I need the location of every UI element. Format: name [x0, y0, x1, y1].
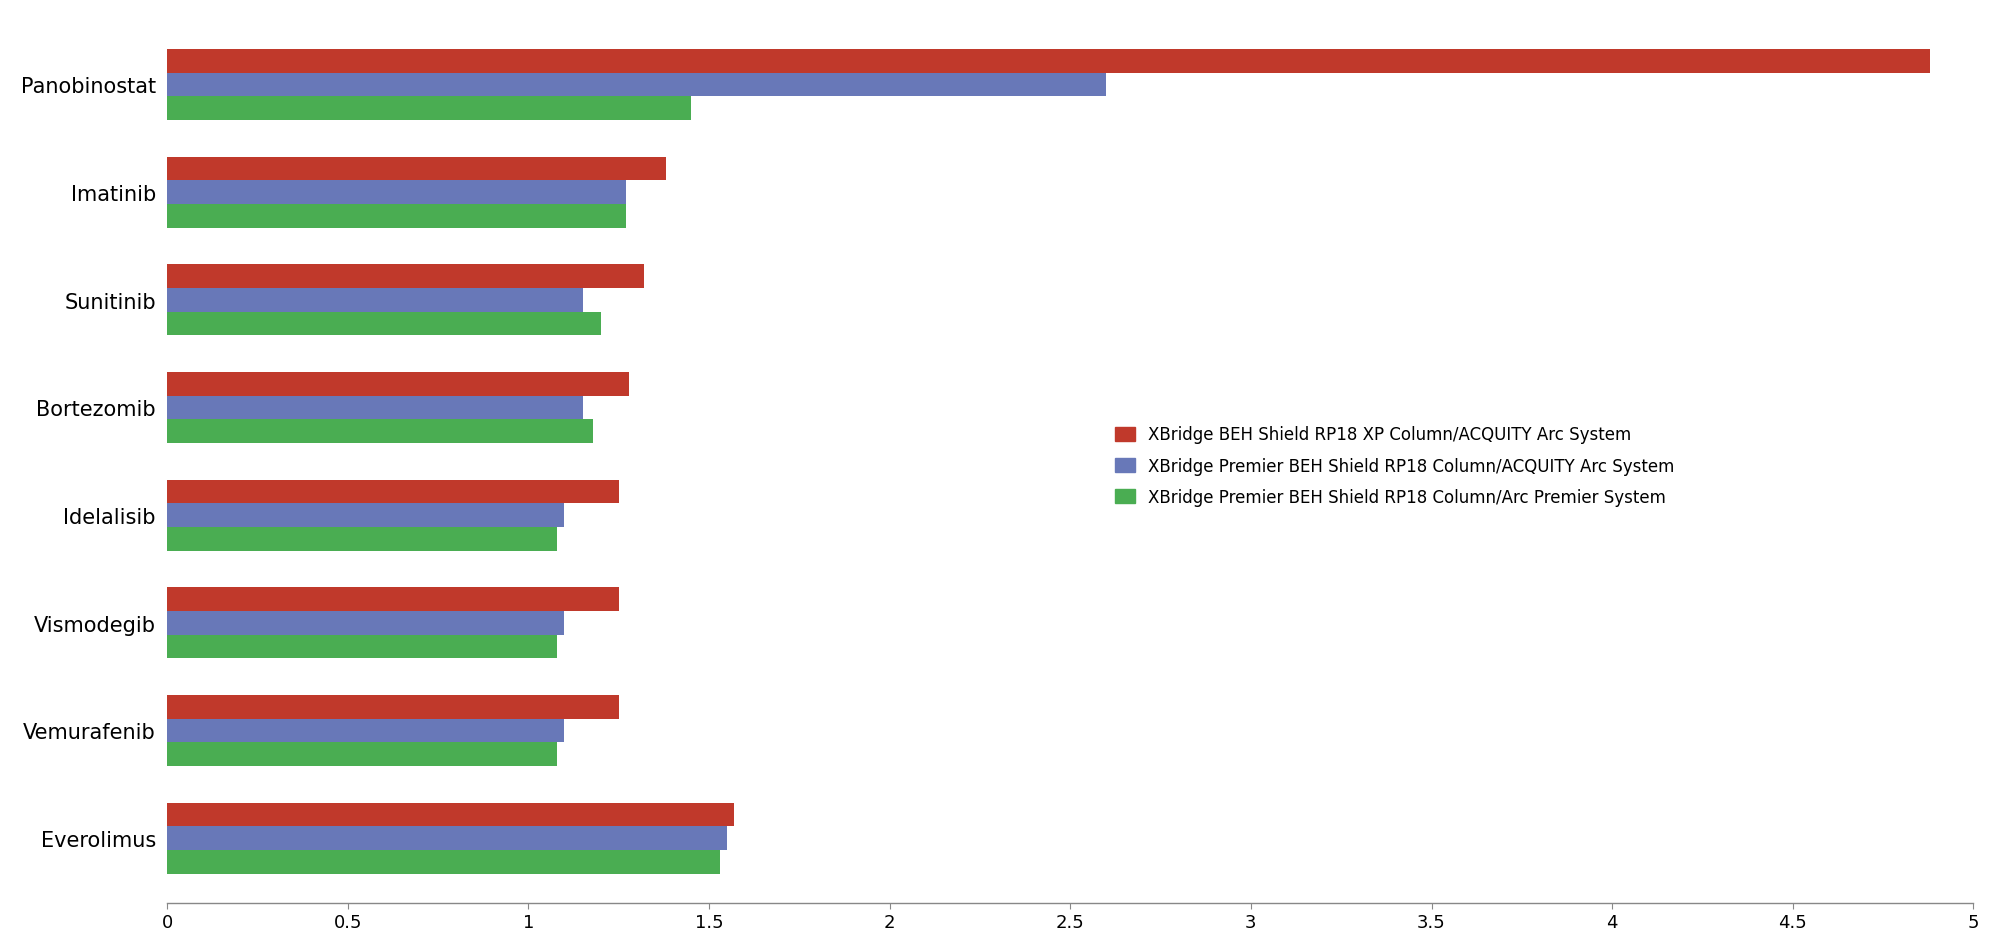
Bar [168, 73, 1106, 97]
Bar [168, 719, 564, 743]
Bar [168, 611, 564, 635]
Bar [168, 695, 618, 719]
Bar [168, 587, 618, 611]
Bar [168, 850, 720, 874]
Bar [168, 312, 600, 336]
Bar [168, 527, 558, 551]
Bar [168, 480, 618, 504]
Bar [168, 396, 582, 420]
Bar [168, 504, 564, 527]
Bar [168, 265, 644, 288]
Legend: XBridge BEH Shield RP18 XP Column/ACQUITY Arc System, XBridge Premier BEH Shield: XBridge BEH Shield RP18 XP Column/ACQUIT… [1114, 426, 1674, 506]
Bar [168, 97, 690, 121]
Bar [168, 157, 666, 181]
Bar [168, 803, 734, 826]
Bar [168, 50, 1930, 73]
Bar [168, 826, 728, 850]
Bar [168, 205, 626, 228]
Bar [168, 372, 630, 396]
Bar [168, 635, 558, 659]
Bar [168, 420, 594, 444]
Bar [168, 181, 626, 205]
Bar [168, 743, 558, 766]
Bar [168, 288, 582, 312]
